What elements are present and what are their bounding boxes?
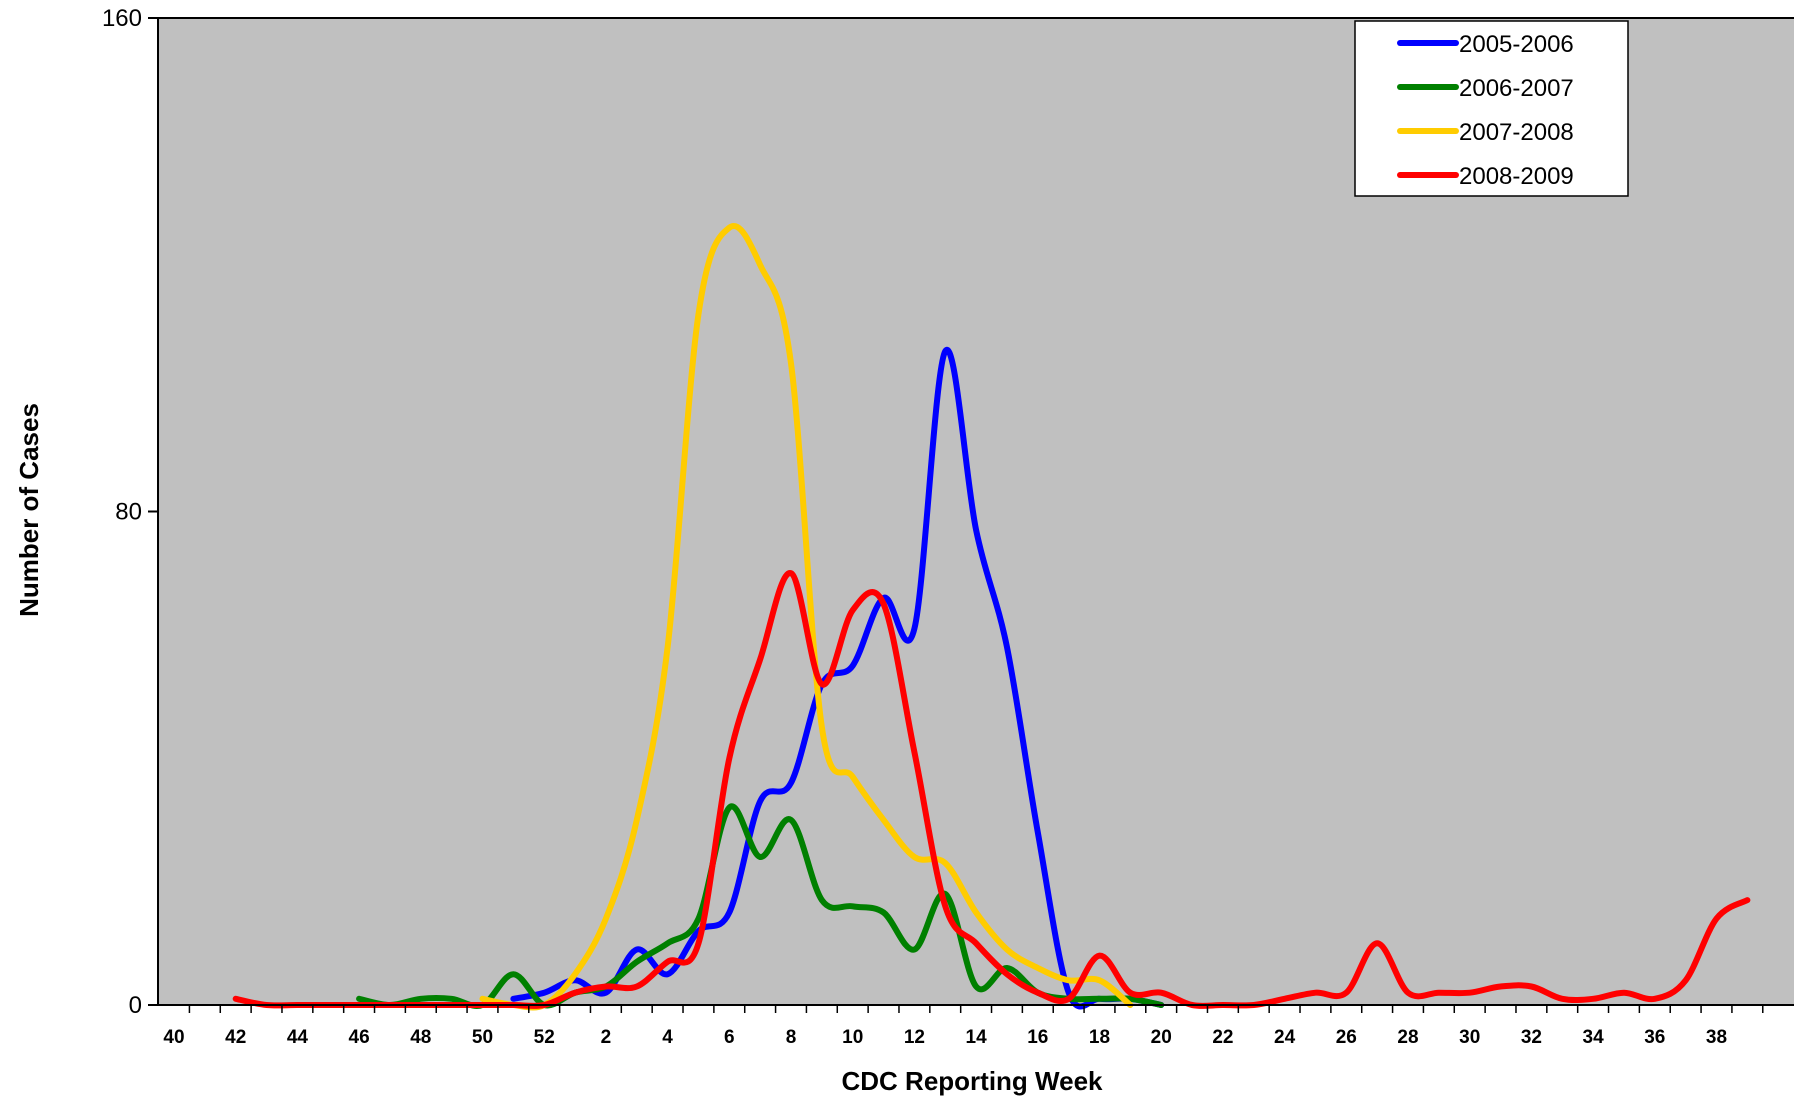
legend-label: 2006-2007 — [1459, 75, 1574, 102]
x-tick-label: 14 — [966, 1027, 988, 1048]
x-tick-label: 36 — [1644, 1027, 1665, 1048]
x-tick-label: 18 — [1089, 1027, 1110, 1048]
x-tick-label: 50 — [472, 1027, 493, 1048]
x-tick-label: 6 — [724, 1027, 735, 1048]
x-tick-label: 26 — [1336, 1027, 1357, 1048]
x-tick-label: 30 — [1459, 1027, 1480, 1048]
x-tick-label: 34 — [1583, 1027, 1605, 1048]
x-tick-label: 38 — [1706, 1027, 1727, 1048]
legend: 2005-2006 2006-2007 2007-2008 2008-2009 — [1354, 20, 1629, 197]
series-line-2006-2007 — [356, 803, 1165, 1009]
x-tick-label: 2 — [601, 1027, 612, 1048]
legend-label: 2008-2009 — [1459, 163, 1574, 190]
x-tick-label: 46 — [349, 1027, 370, 1048]
x-tick-label: 28 — [1397, 1027, 1418, 1048]
x-tick-label: 16 — [1027, 1027, 1048, 1048]
x-tick-label: 12 — [904, 1027, 925, 1048]
x-axis-title: CDC Reporting Week — [842, 1066, 1104, 1096]
x-tick-label: 40 — [163, 1027, 184, 1048]
legend-label: 2007-2008 — [1459, 119, 1574, 146]
x-tick-label: 32 — [1521, 1027, 1542, 1048]
y-ticks: 0 80 160 — [102, 5, 158, 1019]
x-tick-label: 52 — [534, 1027, 555, 1048]
series-line-2007-2008 — [479, 223, 1134, 1011]
x-tick-label: 22 — [1212, 1027, 1233, 1048]
x-ticks: 40 42 44 46 48 50 52 2 4 6 8 10 12 14 16 18 20 22 24 26 28 30… — [163, 1005, 1764, 1048]
x-tick-label: 4 — [662, 1027, 673, 1048]
x-tick-label: 8 — [786, 1027, 797, 1048]
x-tick-label: 20 — [1151, 1027, 1172, 1048]
y-axis-title: Number of Cases — [14, 403, 44, 617]
x-tick-label: 44 — [287, 1027, 309, 1048]
x-tick-label: 24 — [1274, 1027, 1296, 1048]
y-tick-label: 80 — [115, 499, 142, 526]
y-tick-label: 0 — [129, 992, 142, 1019]
y-tick-label: 160 — [102, 5, 142, 32]
legend-label: 2005-2006 — [1459, 31, 1574, 58]
x-tick-label: 48 — [410, 1027, 431, 1048]
legend-box — [1354, 20, 1629, 197]
x-tick-label: 10 — [842, 1027, 863, 1048]
x-tick-label: 42 — [225, 1027, 246, 1048]
